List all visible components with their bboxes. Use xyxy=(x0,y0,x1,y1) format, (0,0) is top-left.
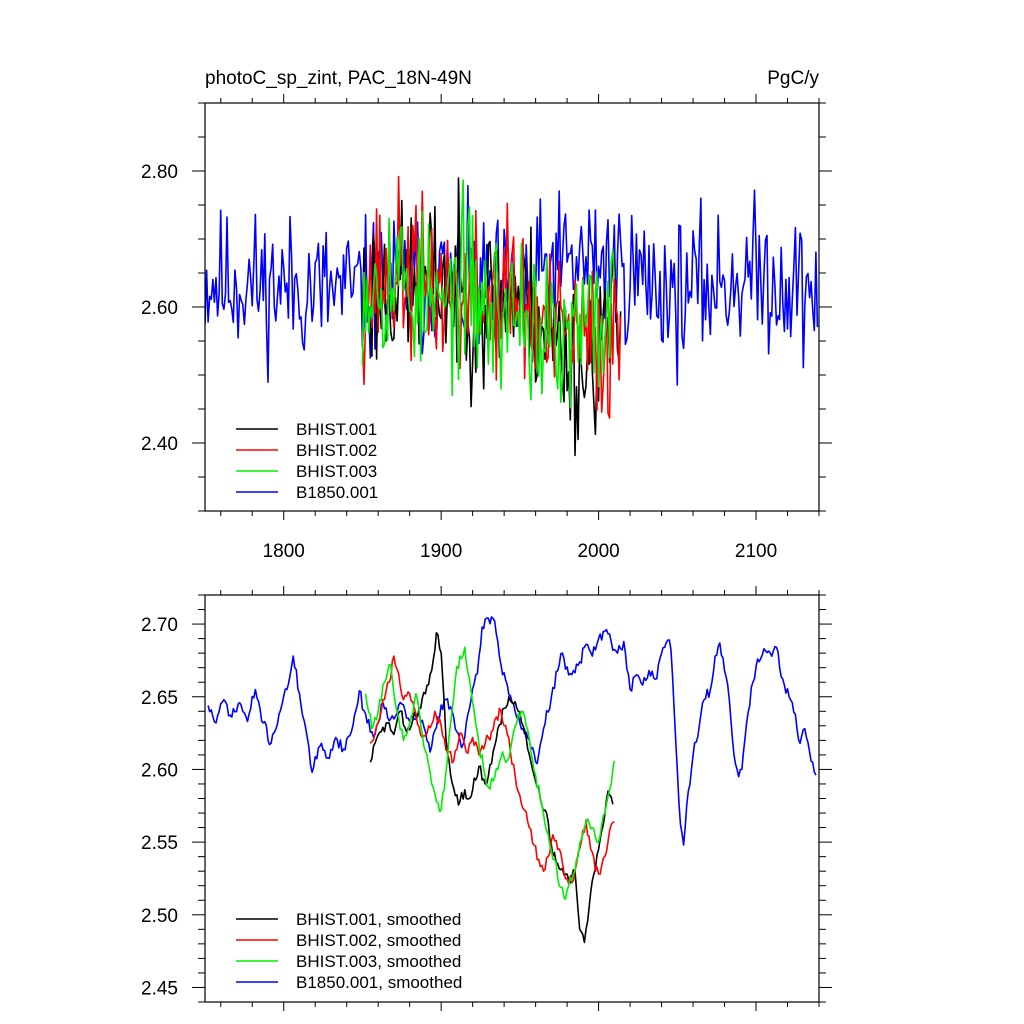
x-tick-label: 1900 xyxy=(420,541,462,562)
bottom-axes: 2.45 2.50 2.55 2.60 2.65 2.70 xyxy=(141,586,832,1011)
x-tick-label: 1800 xyxy=(263,541,305,562)
series-line-bhist-002-smoothed xyxy=(369,655,615,885)
smoothed-panel: 2.45 2.50 2.55 2.60 2.65 2.70 BHIST.001, smoo… xyxy=(141,586,832,1011)
series-line-b1850-001-smoothed xyxy=(207,616,817,846)
legend-label: BHIST.001, smoothed xyxy=(296,910,461,929)
panel-title: photoC_sp_zint, PAC_18N-49N xyxy=(205,68,472,89)
y-tick-label: 2.65 xyxy=(141,688,178,709)
y-tick-label: 2.60 xyxy=(141,760,178,781)
legend-label: B1850.001, smoothed xyxy=(296,973,462,992)
bottom-legend: BHIST.001, smoothed BHIST.002, smoothed BH… xyxy=(236,910,462,992)
legend-label: BHIST.003 xyxy=(296,462,377,481)
x-tick-label: 2000 xyxy=(577,541,619,562)
y-tick-label: 2.45 xyxy=(141,978,178,999)
annual-panel: photoC_sp_zint, PAC_18N-49N PgC/y 1800 19… xyxy=(141,68,832,562)
y-tick-label: 2.80 xyxy=(141,162,178,183)
top-legend: BHIST.001 BHIST.002 BHIST.003 B1850.001 xyxy=(236,420,378,502)
legend-label: BHIST.001 xyxy=(296,420,377,439)
y-tick-label: 2.40 xyxy=(141,434,178,455)
top-series-group xyxy=(205,175,819,457)
series-line-bhist-003-smoothed xyxy=(364,646,616,900)
y-tick-label: 2.60 xyxy=(141,298,178,319)
x-tick-label: 2100 xyxy=(735,541,777,562)
series-line-bhist-003 xyxy=(361,179,616,409)
bottom-series-group xyxy=(207,616,817,944)
series-line-bhist-001-smoothed xyxy=(369,632,614,944)
top-axes: 1800 1900 2000 2100 2.40 2.60 2.80 xyxy=(141,94,832,562)
units-label: PgC/y xyxy=(767,68,819,89)
y-tick-label: 2.70 xyxy=(141,615,178,636)
y-tick-label: 2.55 xyxy=(141,833,178,854)
legend-label: BHIST.002 xyxy=(296,441,377,460)
legend-label: BHIST.003, smoothed xyxy=(296,952,461,971)
legend-label: BHIST.002, smoothed xyxy=(296,931,461,950)
y-tick-label: 2.50 xyxy=(141,906,178,927)
legend-label: B1850.001 xyxy=(296,483,378,502)
